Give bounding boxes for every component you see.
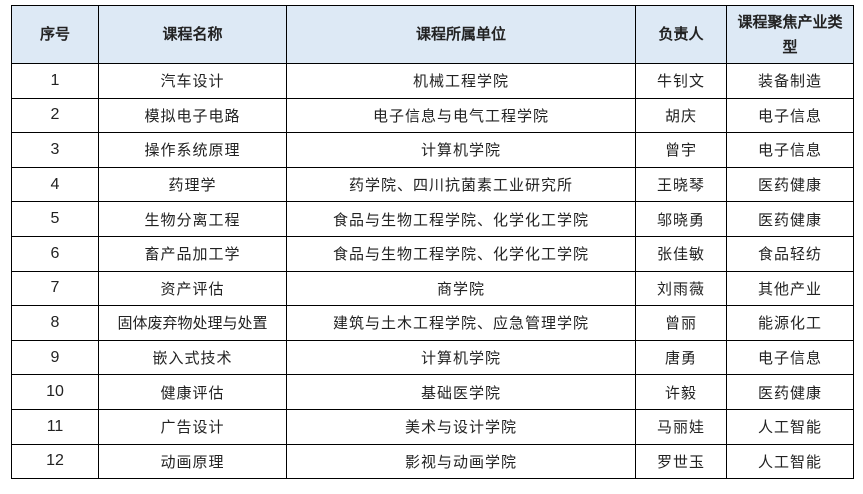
- cell-col-lead: 曾丽: [635, 305, 727, 341]
- cell-col-index: 5: [11, 201, 99, 237]
- cell-col-industry: 食品轻纺: [726, 235, 854, 272]
- table-row: 3 操作系统原理 计算机学院 曾宇 电子信息: [11, 132, 854, 168]
- cell-col-industry: 电子信息: [726, 339, 854, 376]
- cell-col-industry: 其他产业: [726, 270, 854, 307]
- cell-col-course-name: 生物分离工程: [98, 201, 287, 237]
- cell-col-index: 4: [11, 166, 99, 203]
- cell-col-department: 食品与生物工程学院、化学化工学院: [286, 201, 636, 237]
- cell-col-course-name: 动画原理: [98, 443, 287, 480]
- cell-col-index: 7: [11, 270, 99, 307]
- cell-col-industry: 电子信息: [726, 97, 854, 134]
- cell-col-industry: 电子信息: [726, 132, 854, 168]
- cell-col-course-name: 畜产品加工学: [98, 235, 287, 272]
- cell-col-department: 影视与动画学院: [286, 443, 636, 480]
- cell-col-index: 8: [11, 305, 99, 341]
- cell-col-index: 3: [11, 132, 99, 168]
- table-row: 11 广告设计 美术与设计学院 马丽娃 人工智能: [11, 408, 854, 445]
- cell-col-industry: 医药健康: [726, 374, 854, 410]
- cell-col-course-name: 汽车设计: [98, 63, 287, 99]
- cell-col-course-name: 药理学: [98, 166, 287, 203]
- table-row: 8 固体废弃物处理与处置 建筑与土木工程学院、应急管理学院 曾丽 能源化工: [11, 305, 854, 341]
- cell-col-course-name: 广告设计: [98, 408, 287, 445]
- cell-col-lead: 王晓琴: [635, 166, 727, 203]
- cell-col-department: 食品与生物工程学院、化学化工学院: [286, 235, 636, 272]
- header-row: 序号 课程名称 课程所属单位 负责人 课程聚焦产业类型: [11, 5, 854, 64]
- cell-col-lead: 胡庆: [635, 97, 727, 134]
- cell-col-lead: 许毅: [635, 374, 727, 410]
- cell-col-course-name: 操作系统原理: [98, 132, 287, 168]
- cell-col-industry: 医药健康: [726, 201, 854, 237]
- table-row: 4 药理学 药学院、四川抗菌素工业研究所 王晓琴 医药健康: [11, 166, 854, 203]
- cell-col-lead: 罗世玉: [635, 443, 727, 480]
- cell-col-course-name: 健康评估: [98, 374, 287, 410]
- cell-col-course-name: 模拟电子电路: [98, 97, 287, 134]
- header-col-course-name: 课程名称: [98, 5, 287, 64]
- cell-col-department: 商学院: [286, 270, 636, 307]
- cell-col-lead: 唐勇: [635, 339, 727, 376]
- header-col-lead: 负责人: [635, 5, 727, 64]
- cell-col-department: 机械工程学院: [286, 63, 636, 99]
- cell-col-lead: 马丽娃: [635, 408, 727, 445]
- cell-col-industry: 医药健康: [726, 166, 854, 203]
- cell-col-index: 1: [11, 63, 99, 99]
- course-table: 序号 课程名称 课程所属单位 负责人 课程聚焦产业类型 1 汽车设计 机械工程学院 牛钊文 装备…: [11, 5, 854, 480]
- cell-col-department: 计算机学院: [286, 132, 636, 168]
- cell-col-lead: 邬晓勇: [635, 201, 727, 237]
- cell-col-course-name: 嵌入式技术: [98, 339, 287, 376]
- cell-col-department: 电子信息与电气工程学院: [286, 97, 636, 134]
- table-row: 7 资产评估 商学院 刘雨薇 其他产业: [11, 270, 854, 307]
- cell-col-index: 6: [11, 235, 99, 272]
- cell-col-department: 美术与设计学院: [286, 408, 636, 445]
- cell-col-index: 9: [11, 339, 99, 376]
- cell-col-industry: 人工智能: [726, 443, 854, 480]
- header-col-index: 序号: [11, 5, 99, 64]
- cell-col-course-name: 固体废弃物处理与处置: [98, 305, 287, 341]
- table-row: 12 动画原理 影视与动画学院 罗世玉 人工智能: [11, 443, 854, 480]
- table-row: 5 生物分离工程 食品与生物工程学院、化学化工学院 邬晓勇 医药健康: [11, 201, 854, 237]
- cell-col-lead: 曾宇: [635, 132, 727, 168]
- cell-col-index: 2: [11, 97, 99, 134]
- cell-col-department: 基础医学院: [286, 374, 636, 410]
- cell-col-department: 计算机学院: [286, 339, 636, 376]
- table-row: 2 模拟电子电路 电子信息与电气工程学院 胡庆 电子信息: [11, 97, 854, 134]
- header-col-department: 课程所属单位: [286, 5, 636, 64]
- cell-col-index: 12: [11, 443, 99, 480]
- cell-col-industry: 能源化工: [726, 305, 854, 341]
- cell-col-lead: 牛钊文: [635, 63, 727, 99]
- table-row: 6 畜产品加工学 食品与生物工程学院、化学化工学院 张佳敏 食品轻纺: [11, 235, 854, 272]
- cell-col-department: 药学院、四川抗菌素工业研究所: [286, 166, 636, 203]
- table-row: 9 嵌入式技术 计算机学院 唐勇 电子信息: [11, 339, 854, 376]
- cell-col-index: 11: [11, 408, 99, 445]
- cell-col-lead: 刘雨薇: [635, 270, 727, 307]
- table-row: 1 汽车设计 机械工程学院 牛钊文 装备制造: [11, 63, 854, 99]
- cell-col-lead: 张佳敏: [635, 235, 727, 272]
- cell-col-department: 建筑与土木工程学院、应急管理学院: [286, 305, 636, 341]
- table-row: 10 健康评估 基础医学院 许毅 医药健康: [11, 374, 854, 410]
- header-col-industry: 课程聚焦产业类型: [726, 5, 854, 64]
- cell-col-industry: 人工智能: [726, 408, 854, 445]
- cell-col-course-name: 资产评估: [98, 270, 287, 307]
- cell-col-industry: 装备制造: [726, 63, 854, 99]
- cell-col-index: 10: [11, 374, 99, 410]
